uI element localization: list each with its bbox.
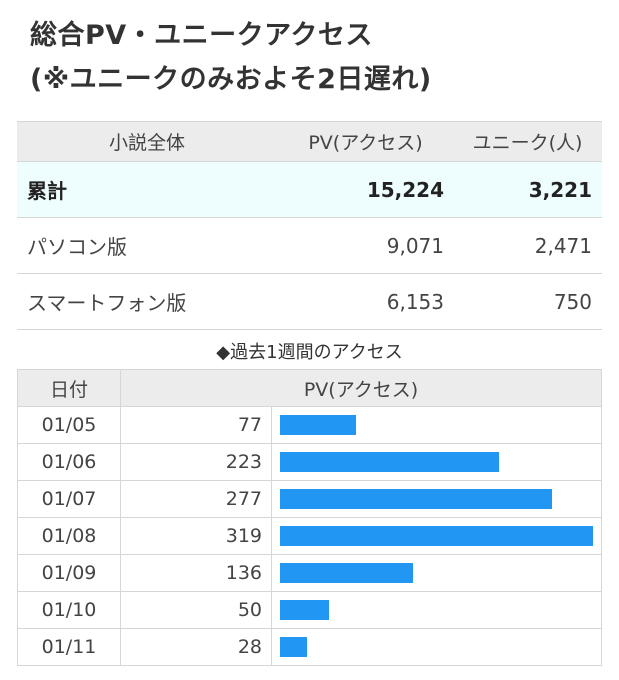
weekly-row-pv: 277 (120, 480, 272, 518)
weekly-row-bar (280, 489, 552, 509)
weekly-section-title: ◆過去1週間のアクセス (216, 342, 403, 363)
summary-header-unique: ユニーク(人) (452, 121, 602, 162)
weekly-row-date: 01/05 (17, 406, 121, 444)
page-heading: 総合PV・ユニークアクセス (※ユニークのみおよそ2日遅れ) (30, 14, 432, 102)
weekly-row-date: 01/08 (17, 517, 121, 555)
weekly-row-bar (280, 637, 308, 657)
weekly-row-date: 01/11 (17, 628, 121, 666)
weekly-row-pv: 50 (120, 591, 272, 629)
weekly-row-bar (280, 563, 414, 583)
summary-row-label: スマートフォン版 (17, 273, 278, 330)
weekly-row: 01/09 136 (17, 554, 602, 592)
summary-row-unique: 3,221 (452, 161, 602, 218)
weekly-header-date: 日付 (17, 369, 121, 407)
summary-row-pv: 9,071 (278, 217, 452, 274)
heading-title: 総合PV・ユニークアクセス (30, 20, 373, 51)
weekly-row-bar (280, 600, 330, 620)
weekly-row-pv: 223 (120, 443, 272, 481)
summary-row-pc: パソコン版 9,071 2,471 (17, 217, 602, 274)
weekly-row-bar (280, 415, 356, 435)
summary-row-pv: 6,153 (278, 273, 452, 330)
weekly-row-bar (280, 526, 593, 546)
weekly-row: 01/07 277 (17, 480, 602, 518)
summary-row-pv: 15,224 (278, 161, 452, 218)
weekly-row-pv: 319 (120, 517, 272, 555)
weekly-row-pv: 136 (120, 554, 272, 592)
weekly-row: 01/10 50 (17, 591, 602, 629)
weekly-row-date: 01/09 (17, 554, 121, 592)
heading-note: (※ユニークのみおよそ2日遅れ) (30, 64, 432, 95)
weekly-row-bar (280, 452, 499, 472)
weekly-row: 01/06 223 (17, 443, 602, 481)
weekly-row: 01/11 28 (17, 628, 602, 666)
weekly-access-table: 日付 PV(アクセス) 01/05 77 01/06 223 01/07 277… (17, 369, 602, 666)
summary-header-scope: 小説全体 (17, 121, 278, 162)
summary-row-label: 累計 (17, 161, 278, 218)
weekly-row-pv: 28 (120, 628, 272, 666)
weekly-row-date: 01/10 (17, 591, 121, 629)
summary-header-pv: PV(アクセス) (278, 121, 452, 162)
weekly-row-date: 01/07 (17, 480, 121, 518)
weekly-row: 01/08 319 (17, 517, 602, 555)
summary-row-smartphone: スマートフォン版 6,153 750 (17, 273, 602, 330)
summary-row-label: パソコン版 (17, 217, 278, 274)
summary-row-unique: 2,471 (452, 217, 602, 274)
summary-table: 小説全体 PV(アクセス) ユニーク(人) 累計 15,224 3,221 パソ… (17, 121, 602, 330)
weekly-row: 01/05 77 (17, 406, 602, 444)
summary-header-row: 小説全体 PV(アクセス) ユニーク(人) (17, 121, 602, 162)
summary-row-unique: 750 (452, 273, 602, 330)
summary-row-total: 累計 15,224 3,221 (17, 161, 602, 218)
weekly-header-pv: PV(アクセス) (120, 369, 602, 407)
weekly-row-date: 01/06 (17, 443, 121, 481)
weekly-row-pv: 77 (120, 406, 272, 444)
weekly-header-row: 日付 PV(アクセス) (17, 369, 602, 407)
